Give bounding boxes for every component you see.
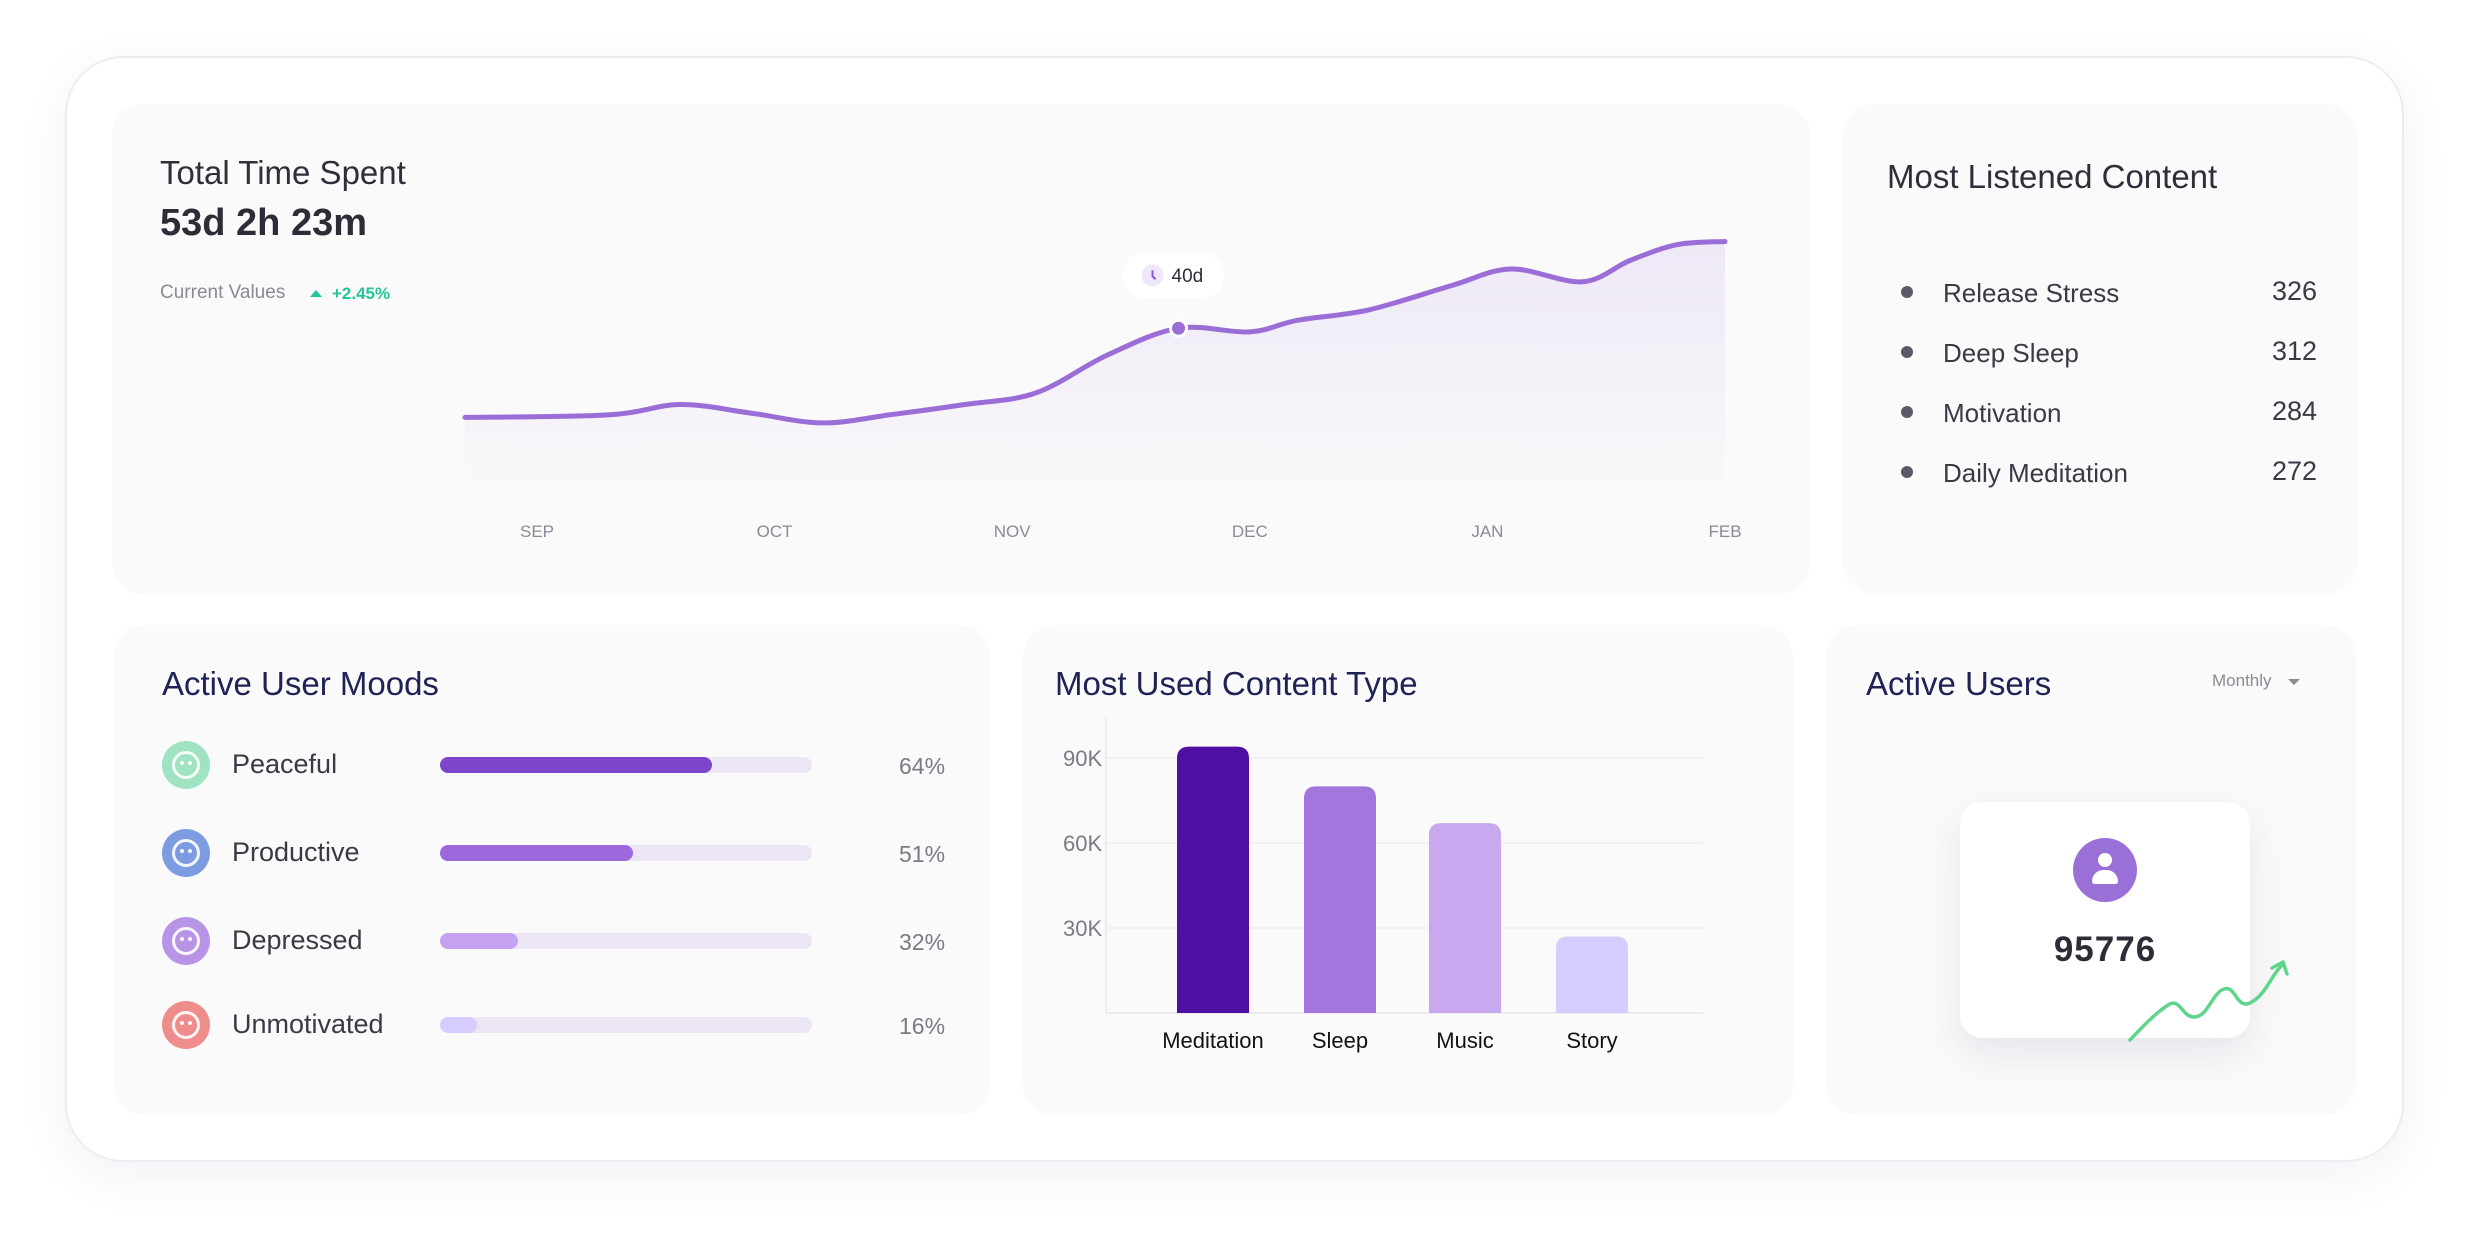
list-item[interactable]: Release Stress 326 <box>1887 272 2317 312</box>
clock-hand <box>1151 270 1157 280</box>
tooltip-bubble <box>1122 252 1225 299</box>
x-tick-label: NOV <box>994 522 1031 541</box>
bullet-icon <box>1901 466 1913 478</box>
line-series <box>462 239 1728 426</box>
active-users-value: 95776 <box>2053 930 2157 969</box>
mood-row: Depressed 32% <box>162 917 946 969</box>
bar <box>1556 936 1628 1013</box>
x-tick-label: Music <box>1436 1028 1493 1053</box>
mood-progress-track <box>440 1017 812 1033</box>
active-user-moods-card: Active User Moods Peaceful 64% Productiv… <box>114 625 990 1115</box>
mood-label: Depressed <box>232 925 363 955</box>
bar <box>1429 823 1501 1013</box>
trend-sparkline-icon <box>2128 960 2289 1042</box>
trend-line <box>2128 963 2284 1042</box>
mood-label: Peaceful <box>232 749 338 779</box>
list-item-count: 326 <box>2271 276 2317 306</box>
list-item-count: 272 <box>2271 456 2317 486</box>
mood-percent: 16% <box>899 1013 946 1039</box>
total-time-value: 53d 2h 23m <box>160 202 367 244</box>
highlight-point <box>1169 318 1189 338</box>
tooltip-label: 40d <box>1172 266 1204 287</box>
mood-progress-fill <box>440 933 519 949</box>
mood-progress-track <box>440 757 812 773</box>
peaceful-face-icon <box>162 741 210 789</box>
active-users-title: Active Users <box>1866 665 2052 702</box>
mood-progress-track <box>440 933 812 949</box>
user-icon <box>2073 838 2137 902</box>
list-item-label: Motivation <box>1943 398 2062 428</box>
mood-percent: 64% <box>899 753 946 779</box>
line-area <box>465 241 1725 514</box>
content-type-bar-chart: 30K 60K 90K Meditation Sleep Music Story <box>1063 717 1703 1053</box>
bar <box>1304 786 1376 1013</box>
most-listened-title: Most Listened Content <box>1887 158 2218 195</box>
bar <box>1177 746 1249 1013</box>
bullet-icon <box>1901 286 1913 298</box>
bullet-icon <box>1901 346 1913 358</box>
list-item-label: Deep Sleep <box>1943 338 2079 368</box>
moods-title: Active User Moods <box>162 665 439 702</box>
mood-progress-fill <box>440 845 634 861</box>
mood-percent: 32% <box>899 929 946 955</box>
x-tick-label: Meditation <box>1162 1028 1264 1053</box>
x-tick-label: DEC <box>1232 522 1268 541</box>
content-type-card: Most Used Content Type 30K 60K 90K Meditati… <box>1023 625 1793 1115</box>
list-item-count: 312 <box>2271 336 2317 366</box>
current-values-label: Current Values <box>160 282 286 303</box>
x-tick-label: Sleep <box>1312 1028 1368 1053</box>
mood-percent: 51% <box>899 841 946 867</box>
bullet-icon <box>1901 406 1913 418</box>
mood-label: Productive <box>232 837 360 867</box>
change-percent: +2.45% <box>332 284 391 303</box>
most-listened-card: Most Listened Content Release Stress 326… <box>1843 104 2357 594</box>
depressed-face-icon <box>162 917 210 965</box>
trend-up-icon <box>310 290 322 297</box>
mood-row: Unmotivated 16% <box>162 1001 946 1053</box>
unmotivated-face-icon <box>162 1001 210 1049</box>
productive-face-icon <box>162 829 210 877</box>
mood-row: Productive 51% <box>162 829 946 881</box>
chevron-down-icon[interactable] <box>2288 679 2300 685</box>
active-users-card: Active Users Monthly 95776 <box>1826 625 2356 1115</box>
time-line-chart: SEP OCT NOV DEC JAN FEB 40d <box>462 239 1742 541</box>
list-item-count: 284 <box>2271 396 2317 426</box>
list-item[interactable]: Motivation 284 <box>1887 392 2317 432</box>
x-tick-label: OCT <box>757 522 793 541</box>
list-item-label: Release Stress <box>1943 278 2120 308</box>
period-dropdown[interactable]: Monthly <box>2212 671 2272 690</box>
list-item[interactable]: Deep Sleep 312 <box>1887 332 2317 372</box>
list-item[interactable]: Daily Meditation 272 <box>1887 452 2317 492</box>
x-tick-label: Story <box>1566 1028 1617 1053</box>
mood-progress-track <box>440 845 812 861</box>
total-time-card: Total Time Spent 53d 2h 23m Current Valu… <box>112 104 1810 594</box>
mood-progress-fill <box>440 757 712 773</box>
list-item-label: Daily Meditation <box>1943 458 2128 488</box>
y-tick-label: 90K <box>1063 746 1102 771</box>
total-time-title: Total Time Spent <box>160 154 406 191</box>
trend-arrowhead <box>2270 960 2289 976</box>
mood-row: Peaceful 64% <box>162 741 946 793</box>
mood-progress-fill <box>440 1017 478 1033</box>
y-tick-label: 60K <box>1063 831 1102 856</box>
content-type-title: Most Used Content Type <box>1055 665 1418 702</box>
x-tick-label: SEP <box>520 522 554 541</box>
mood-label: Unmotivated <box>232 1009 384 1039</box>
x-tick-label: JAN <box>1471 522 1503 541</box>
active-users-stat-box: 95776 <box>1960 802 2250 1038</box>
y-tick-label: 30K <box>1063 916 1102 941</box>
x-tick-label: FEB <box>1708 522 1741 541</box>
